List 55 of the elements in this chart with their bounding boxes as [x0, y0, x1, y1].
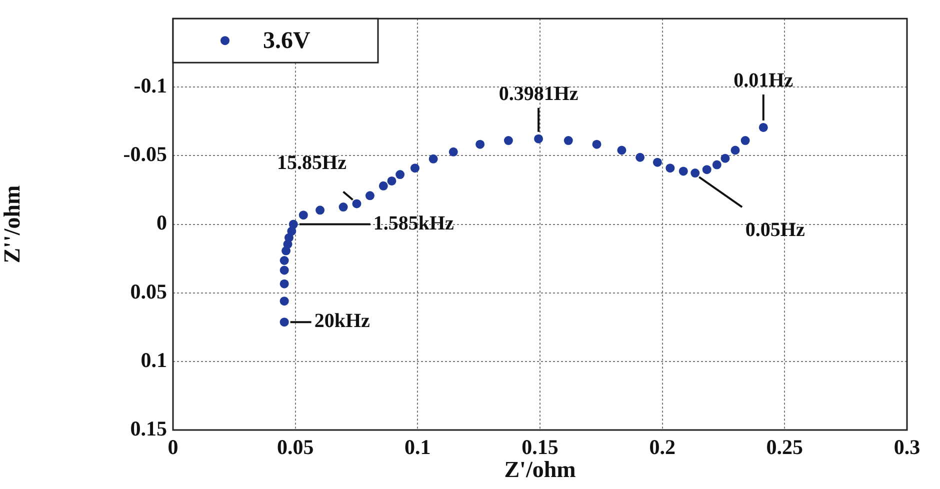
point: [666, 164, 675, 173]
y-tick-label: -0.05: [123, 142, 167, 166]
point: [617, 146, 626, 155]
point: [652, 158, 662, 167]
point: [378, 181, 388, 190]
point: [387, 176, 396, 186]
point: [410, 164, 420, 173]
point: [448, 147, 458, 156]
y-tick-label: 0.15: [130, 416, 167, 440]
point: [564, 136, 573, 146]
x-tick-label: 0.1: [404, 435, 431, 460]
point: [280, 296, 289, 306]
y-tick-label: 0: [156, 210, 167, 235]
x-tick-label: 0.25: [766, 435, 804, 460]
annotation: 20kHz: [314, 310, 370, 332]
point: [316, 206, 325, 215]
point: [396, 170, 405, 180]
y-tick-label: 0.05: [130, 279, 167, 304]
point: [476, 140, 485, 149]
point: [352, 199, 362, 208]
x-tick-label: 0.15: [522, 435, 558, 460]
y-tick-label: -0.1: [134, 74, 167, 98]
point: [504, 136, 513, 146]
point: [280, 318, 289, 327]
point: [365, 191, 374, 200]
annotation: 1.585kHz: [373, 212, 454, 234]
point: [740, 136, 750, 146]
point: [280, 279, 289, 288]
annotation: 0.05Hz: [745, 219, 805, 242]
y-tick-label: 0.1: [140, 348, 167, 372]
point: [592, 140, 602, 149]
annotation: 15.85Hz: [277, 152, 347, 174]
annotation: 0.3981Hz: [498, 83, 578, 106]
point: [678, 166, 688, 176]
point: [758, 122, 768, 132]
point: [428, 154, 438, 164]
legend-label: 3.6V: [263, 28, 311, 54]
x-tick-label: 0.05: [276, 435, 314, 460]
x-tick-label: 0.3: [894, 435, 920, 460]
point: [702, 165, 712, 174]
point: [730, 146, 740, 155]
point: [534, 134, 544, 144]
x-tick-label: 0.2: [649, 435, 676, 460]
point: [338, 202, 348, 212]
point: [690, 168, 700, 178]
point: [298, 210, 308, 220]
point: [712, 160, 722, 170]
y-axis-title: Z''/ohm: [0, 185, 25, 264]
point: [280, 256, 289, 266]
x-axis-title: Z'/ohm: [504, 457, 576, 482]
point: [280, 266, 289, 275]
point: [636, 152, 645, 162]
annotation: 0.01Hz: [734, 70, 794, 92]
point: [288, 220, 298, 229]
point: [720, 154, 730, 163]
